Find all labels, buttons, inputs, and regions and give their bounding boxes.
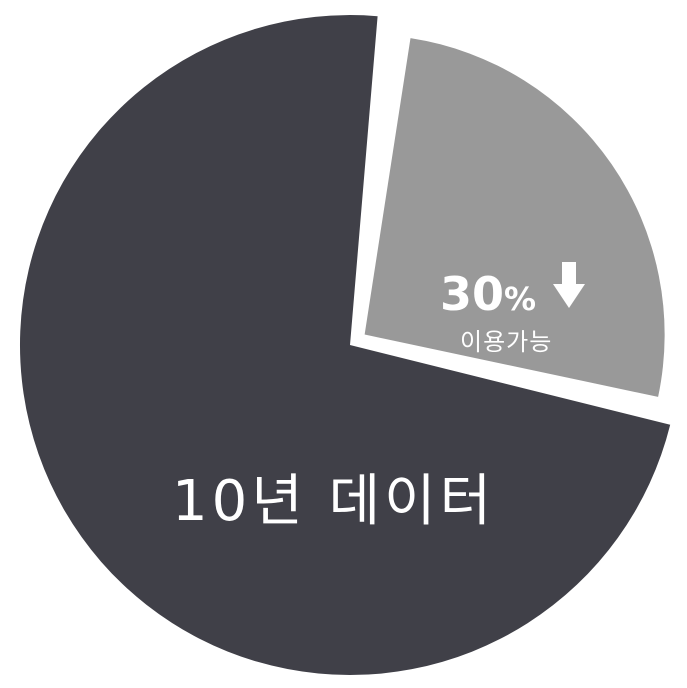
slice-value-unit: % xyxy=(504,280,536,318)
down-arrow-icon xyxy=(553,262,585,308)
slice-value-label: 30% xyxy=(440,267,536,321)
slice-label-main: 10년 데이터 xyxy=(172,469,495,534)
pie-slice-highlight xyxy=(364,38,665,397)
slice-caption-label: 이용가능 xyxy=(460,328,552,356)
slice-value-number: 30 xyxy=(440,267,504,321)
pie-slice-main xyxy=(19,15,671,676)
